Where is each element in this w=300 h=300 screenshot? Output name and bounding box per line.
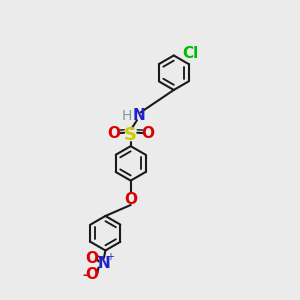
Text: O: O xyxy=(85,267,98,282)
Text: Cl: Cl xyxy=(182,46,198,61)
Text: O: O xyxy=(85,251,98,266)
Text: H: H xyxy=(122,109,132,123)
Text: +: + xyxy=(106,252,115,262)
Text: N: N xyxy=(98,256,110,271)
Text: -: - xyxy=(82,269,88,282)
Text: N: N xyxy=(132,108,145,123)
Text: O: O xyxy=(107,126,120,141)
Text: O: O xyxy=(124,191,137,206)
Text: S: S xyxy=(124,126,137,144)
Text: O: O xyxy=(141,126,154,141)
